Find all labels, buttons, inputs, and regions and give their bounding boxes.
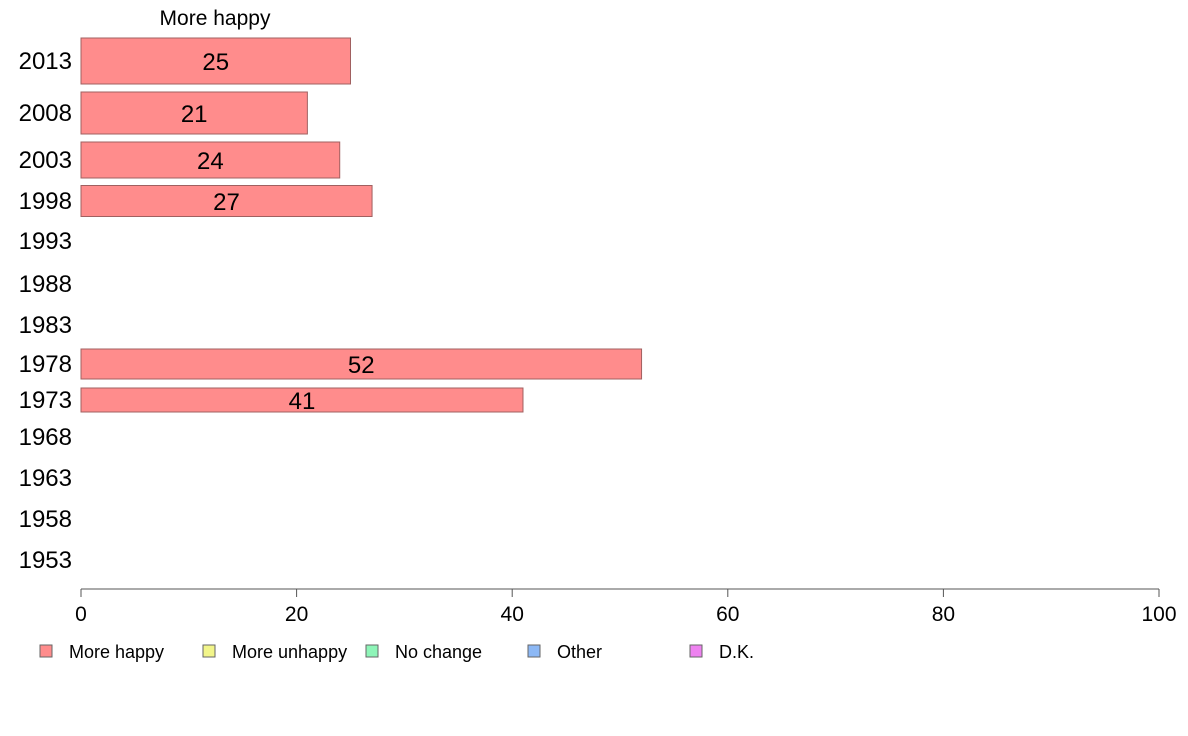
x-tick-label: 0: [75, 603, 87, 626]
year-label: 1993: [19, 228, 72, 255]
x-tick-label: 60: [716, 603, 739, 626]
year-label: 1958: [19, 506, 72, 533]
bar-2008: [80, 91, 308, 135]
data-label: 21: [181, 101, 208, 128]
series-title: More happy: [160, 7, 271, 30]
legend-label: More happy: [69, 642, 164, 662]
bar-2003: [80, 141, 341, 179]
legend-swatch: [39, 644, 53, 658]
year-label: 1988: [19, 271, 72, 298]
year-label: 1978: [19, 351, 72, 378]
legend-label: More unhappy: [232, 642, 347, 662]
year-label: 2008: [19, 100, 72, 127]
bar-1998: [80, 185, 373, 217]
legend-label: D.K.: [719, 642, 754, 662]
year-label: 2003: [19, 147, 72, 174]
data-label: 27: [213, 189, 240, 216]
legend-label: No change: [395, 642, 482, 662]
data-label: 41: [289, 388, 316, 415]
legend-swatch: [689, 644, 703, 658]
legend-swatch: [202, 644, 216, 658]
x-tick-label: 20: [285, 603, 308, 626]
legend-swatch: [365, 644, 379, 658]
year-label: 2013: [19, 48, 72, 75]
x-tick-label: 40: [501, 603, 524, 626]
bar-1978: [80, 348, 643, 380]
legend-swatch: [527, 644, 541, 658]
year-label: 1963: [19, 465, 72, 492]
data-label: 25: [202, 49, 229, 76]
x-tick-label: 80: [932, 603, 955, 626]
year-label: 1983: [19, 312, 72, 339]
year-label: 1998: [19, 188, 72, 215]
year-label: 1973: [19, 387, 72, 414]
year-label: 1968: [19, 424, 72, 451]
legend-label: Other: [557, 642, 602, 662]
bar-2013: [80, 37, 351, 85]
year-label: 1953: [19, 547, 72, 574]
data-label: 52: [348, 352, 375, 379]
bar-1973: [80, 387, 524, 413]
x-tick-label: 100: [1141, 603, 1176, 626]
data-label: 24: [197, 148, 224, 175]
